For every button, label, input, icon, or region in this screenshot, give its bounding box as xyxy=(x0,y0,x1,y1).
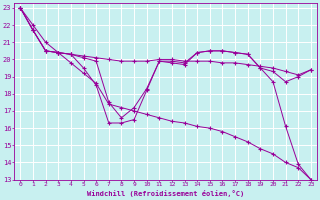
X-axis label: Windchill (Refroidissement éolien,°C): Windchill (Refroidissement éolien,°C) xyxy=(87,190,244,197)
